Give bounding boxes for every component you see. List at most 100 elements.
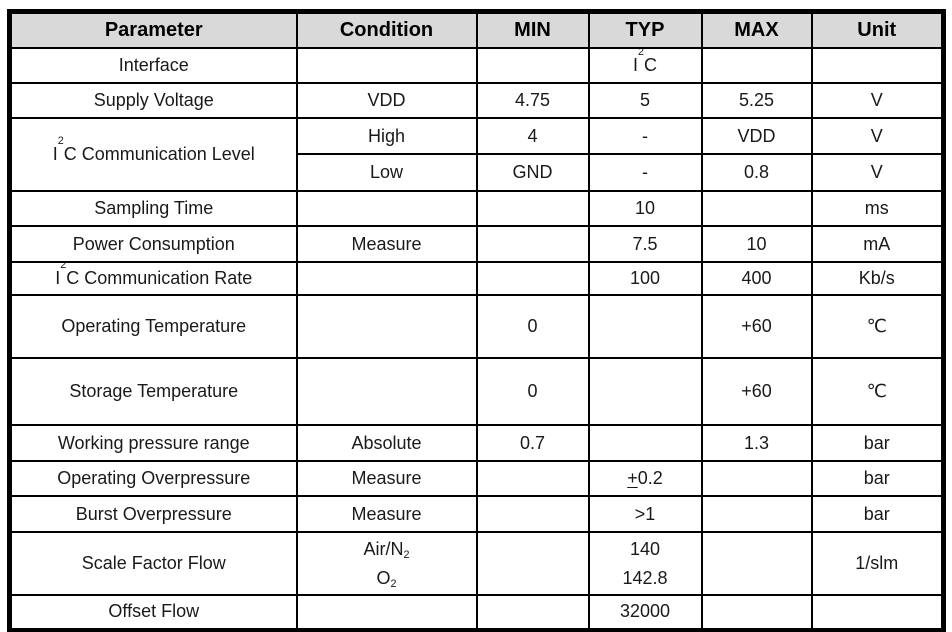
rich-text-fragment: 2 [57,135,64,148]
table-row: Operating Temperature 0 +60 ℃ [8,294,945,359]
cell-line: O2 [376,567,397,591]
table-cell: Absolute [295,424,478,462]
table-row: Low GND -0.8 V [10,153,945,192]
table-cell: Operating Overpressure [8,460,298,497]
cell-line: Air/N2 [363,538,410,562]
table-cell: 0 [475,294,590,359]
table-cell: 7.5 [587,225,703,263]
table-cell [475,594,590,631]
table-cell: VDD [700,117,813,155]
table-cell [587,294,703,359]
table-row: Offset Flow 32000 [8,594,945,631]
table-row: Supply Voltage VDD 4.75 5 5.25 V [8,82,945,119]
table-cell: 0.7 [475,424,590,462]
table-cell: mA [810,225,945,263]
table-cell [700,460,813,497]
table-cell [475,261,590,296]
table-cell: I2C Communication Rate [8,261,298,296]
table-cell: Low [295,153,478,192]
table-cell: Operating Temperature [8,294,298,359]
header-row: Parameter Condition MIN TYP MAX Unit [8,10,945,49]
table-cell: Offset Flow [8,594,298,631]
column-header-typ: TYP [587,10,703,49]
column-header-min: MIN [475,10,590,49]
table-cell: Sampling Time [8,190,298,227]
table-cell [587,424,703,462]
rich-text-fragment: 2 [60,262,67,272]
column-header-max: MAX [700,10,813,49]
table-cell: Working pressure range [8,424,298,462]
table-cell: - [587,117,703,155]
table-row: Storage Temperature 0 +60 ℃ [8,357,945,426]
table-cell: V [810,117,945,155]
table-cell [700,495,813,533]
table-cell: GND [475,153,590,192]
table-cell: 0.8 [700,153,813,192]
column-header-condition: Condition [295,10,478,49]
table-row: Interface I2C [8,47,945,84]
spec-table: Parameter Condition MIN TYP MAX Unit Int… [7,9,946,632]
table-cell [475,460,590,497]
table-cell: I2C Communication Level [8,117,298,192]
table-cell: 10 [587,190,703,227]
rich-text-fragment: + [627,468,638,488]
table-row: Sampling Time 10 ms [8,190,945,227]
table-cell: I2C [587,47,703,84]
table-cell: - [587,153,703,192]
table-cell: 100 [587,261,703,296]
table-cell: +60 [700,357,813,426]
table-cell: +0.2 [587,460,703,497]
table-cell [810,594,945,631]
table-cell: Interface [8,47,298,84]
table-row: I2C Communication Level High 4- VDD V [8,117,945,192]
table-cell: 140 142.8 [587,531,703,596]
table-row: Operating Overpressure Measure +0.2 bar [8,460,945,497]
table-cell: V [810,82,945,119]
table-cell: 400 [700,261,813,296]
rich-text-fragment: 2 [390,578,397,591]
table-cell [295,357,478,426]
table-cell: Storage Temperature [8,357,298,426]
table-cell: 5.25 [700,82,813,119]
table-cell [700,190,813,227]
spec-table-body: Interface I2C Supply Voltage VDD 4.75 5 5.25 V I… [8,47,945,631]
table-cell: Kb/s [810,261,945,296]
table-cell: VDD [295,82,478,119]
cell-line: 142.8 [622,567,668,588]
table-cell [700,594,813,631]
table-cell [587,357,703,426]
table-cell: 32000 [587,594,703,631]
table-cell [475,190,590,227]
table-row: Scale Factor Flow Air/N2 O2 140 142.8 1/slm [8,531,945,596]
table-row: Power Consumption Measure 7.5 10 mA [8,225,945,263]
table-cell: 10 [700,225,813,263]
table-cell: Measure [295,225,478,263]
table-cell: 4 [475,117,590,155]
table-cell [810,47,945,84]
table-cell: bar [810,495,945,533]
table-cell: Air/N2 O2 [295,531,478,596]
rich-text-fragment: 2 [638,48,645,59]
table-cell: High [295,117,478,155]
table-cell: ms [810,190,945,227]
table-cell: 4.75 [475,82,590,119]
table-cell: Measure [295,460,478,497]
table-cell: 1/slm [810,531,945,596]
table-cell [700,531,813,596]
table-cell: +60 [700,294,813,359]
table-cell: Power Consumption [8,225,298,263]
table-cell: ℃ [810,357,945,426]
table-cell [295,294,478,359]
table-cell [475,495,590,533]
table-cell: >1 [587,495,703,533]
table-row: Working pressure range Absolute 0.7 1.3 bar [8,424,945,462]
spec-table-header: Parameter Condition MIN TYP MAX Unit [8,10,945,49]
table-cell: Scale Factor Flow [8,531,298,596]
table-cell: ℃ [810,294,945,359]
table-cell [295,261,478,296]
table-cell: Supply Voltage [8,82,298,119]
table-cell: Burst Overpressure [8,495,298,533]
table-cell: Measure [295,495,478,533]
table-cell [700,47,813,84]
